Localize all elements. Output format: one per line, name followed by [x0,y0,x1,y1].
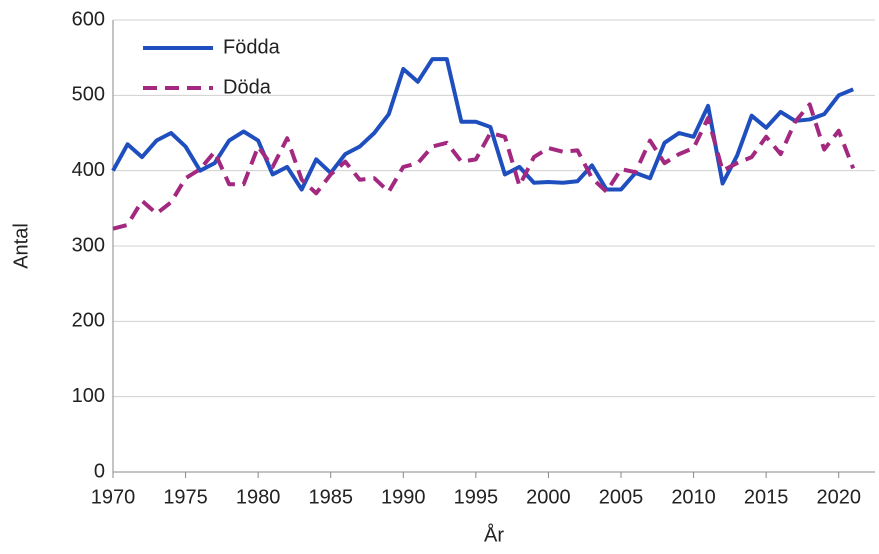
x-axis-label: År [484,523,504,546]
y-tick-label: 600 [72,8,105,30]
y-tick-label: 400 [72,159,105,181]
data-line [111,57,854,192]
x-tick-label: 2010 [671,486,716,508]
x-tick-label: 1980 [236,486,281,508]
x-tick-label: 1990 [381,486,426,508]
x-tick-label: 2015 [744,486,789,508]
y-tick-label: 200 [72,310,105,332]
y-tick-label: 500 [72,84,105,106]
x-tick-label: 1985 [308,486,353,508]
data-line [112,102,856,231]
y-tick-label: 100 [72,385,105,407]
legend-label: Födda [223,36,281,58]
y-tick-label: 0 [94,460,105,482]
x-tick-label: 2020 [816,486,861,508]
x-tick-label: 1970 [91,486,136,508]
x-tick-label: 1975 [163,486,208,508]
y-tick-label: 300 [72,234,105,256]
legend-label: Döda [223,76,272,98]
x-tick-label: 1995 [454,486,499,508]
x-tick-label: 2005 [599,486,644,508]
y-axis-label: Antal [10,223,32,269]
x-tick-label: 2000 [526,486,571,508]
